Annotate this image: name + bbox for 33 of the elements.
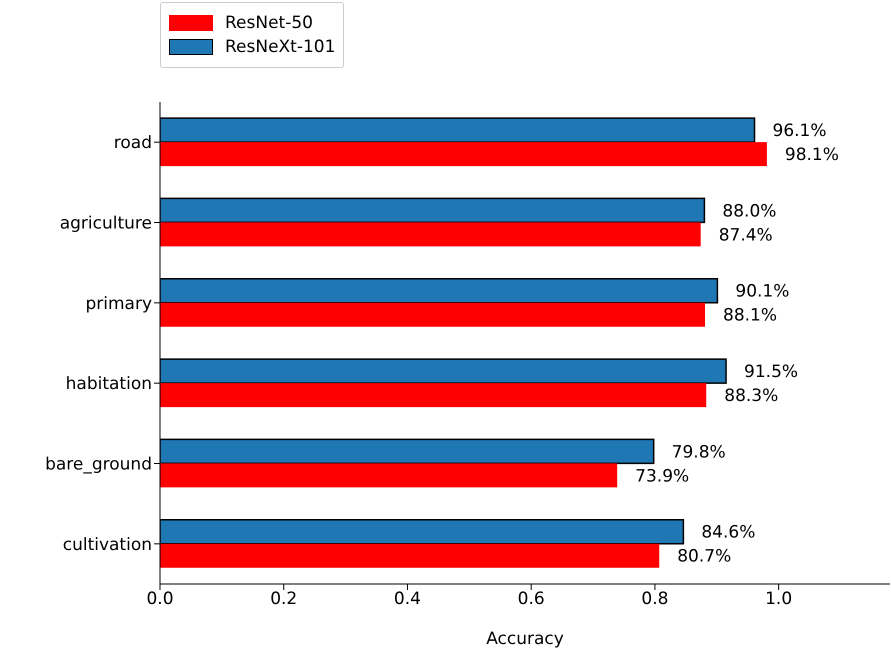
y-tick-label: cultivation (62, 534, 152, 555)
data-label: 87.4% (718, 225, 773, 246)
data-label: 84.6% (701, 522, 756, 543)
y-tick-label: agriculture (60, 214, 152, 234)
x-tick-label: 0.8 (641, 589, 668, 610)
y-tick-label: bare_ground (45, 454, 152, 475)
x-tick-label: 0.4 (394, 589, 421, 610)
legend-label: ResNet-50 (225, 13, 313, 33)
x-tick-label: 0.6 (518, 589, 545, 610)
x-axis-title: Accuracy (486, 629, 564, 649)
bar (160, 222, 701, 246)
data-label: 79.8% (672, 442, 726, 462)
data-label: 91.5% (744, 362, 798, 382)
bar (160, 383, 706, 408)
data-label: 80.7% (677, 546, 732, 567)
bar (160, 302, 706, 327)
data-label: 98.1% (784, 145, 839, 166)
x-tick-label: 1.0 (765, 589, 792, 610)
x-tick-label: 0.2 (270, 589, 298, 610)
bar (160, 544, 660, 568)
bar (160, 142, 767, 166)
bar (160, 463, 618, 488)
y-tick-label: habitation (66, 374, 152, 394)
y-tick-label: primary (85, 294, 152, 314)
x-tick-label: 0.0 (146, 589, 174, 610)
data-label: 73.9% (635, 466, 690, 486)
data-label: 88.3% (724, 386, 778, 406)
y-tick-label: road (114, 133, 152, 154)
data-label: 96.1% (772, 121, 827, 142)
data-label: 88.0% (722, 201, 776, 222)
data-label: 90.1% (735, 282, 790, 302)
data-label: 88.1% (723, 306, 778, 326)
legend-label: ResNeXt-101 (225, 37, 336, 57)
